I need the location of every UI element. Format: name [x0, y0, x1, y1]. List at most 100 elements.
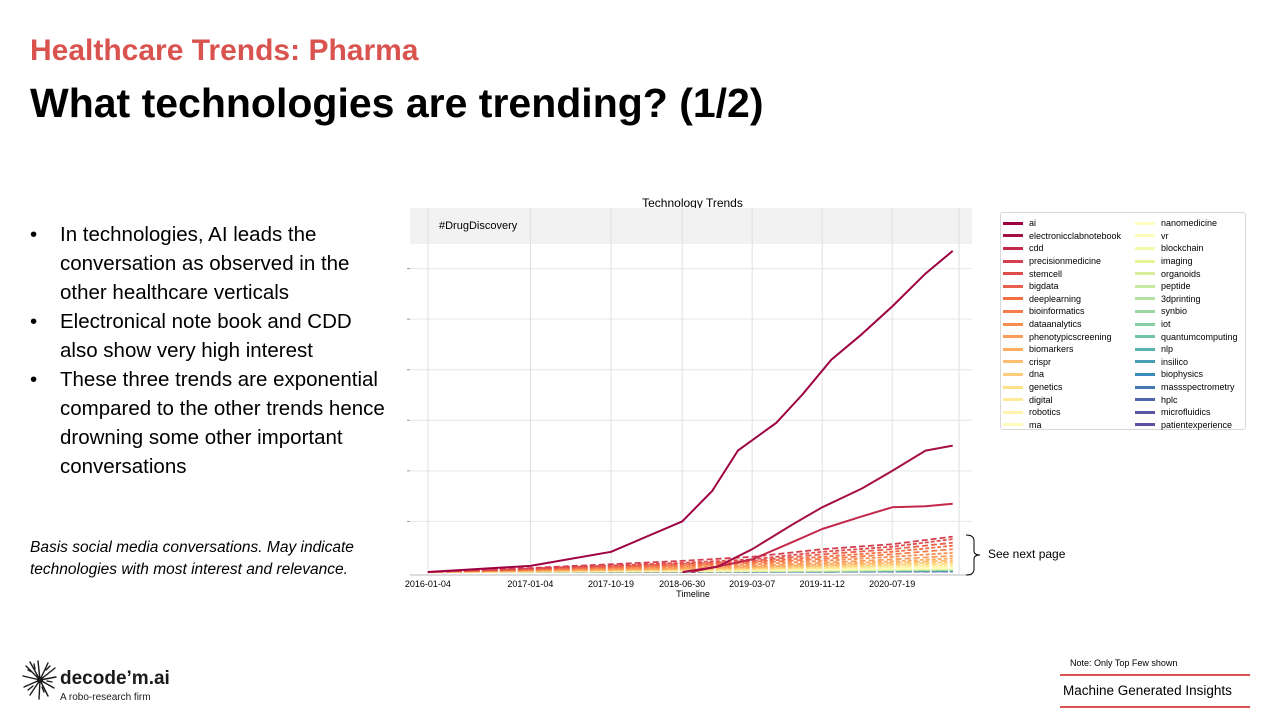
chart-legend: ai electronicclabnotebook cdd precisionmedi…: [1000, 212, 1246, 430]
legend-item-genetics: genetics: [1003, 381, 1121, 394]
legend-swatch: [1135, 221, 1155, 225]
machine-generated-badge: Machine Generated Insights: [1060, 674, 1250, 708]
legend-item-3dprinting: 3dprinting: [1135, 293, 1238, 306]
legend-label: peptide: [1161, 281, 1191, 292]
legend-item-patientexperience: patientexperience: [1135, 419, 1238, 432]
see-next-page-note: See next page: [988, 547, 1066, 561]
legend-label: patientexperience: [1161, 419, 1233, 430]
legend-item-vr: vr: [1135, 230, 1238, 243]
legend-label: phenotypicscreening: [1029, 331, 1112, 342]
legend-swatch: [1003, 335, 1023, 339]
legend-item-bigdata: bigdata: [1003, 280, 1121, 293]
legend-label: nlp: [1161, 344, 1174, 355]
legend-label: nanomedicine: [1161, 218, 1218, 229]
legend-item-biophysics: biophysics: [1135, 368, 1238, 381]
legend-swatch: [1135, 284, 1155, 288]
legend-swatch: [1003, 234, 1023, 238]
legend-swatch: [1135, 309, 1155, 313]
legend-item-cdd: cdd: [1003, 242, 1121, 255]
legend-swatch: [1135, 246, 1155, 250]
legend-label: blockchain: [1161, 243, 1204, 254]
annotation-band: [410, 208, 972, 244]
legend-label: quantumcomputing: [1161, 331, 1238, 342]
legend-item-microfluidics: microfluidics: [1135, 406, 1238, 419]
basis-note: Basis social media conversations. May in…: [30, 539, 354, 578]
series-line-electronicclabnotebook: [682, 444, 953, 573]
legend-swatch: [1135, 272, 1155, 276]
legend-swatch: [1003, 221, 1023, 225]
legend-label: crispr: [1029, 356, 1051, 367]
chart-annotation: #DrugDiscovery: [439, 220, 518, 232]
legend-label: hplc: [1161, 394, 1178, 405]
legend-item-deeplearning: deeplearning: [1003, 293, 1121, 306]
plot-area: [410, 208, 972, 575]
slide-subtitle: Healthcare Trends: Pharma: [30, 34, 419, 67]
legend-swatch: [1135, 335, 1155, 339]
legend-item-dna: dna: [1003, 368, 1121, 381]
logo-mark-icon: [22, 660, 57, 700]
legend-swatch: [1135, 322, 1155, 326]
series-line-ai: [427, 250, 954, 573]
legend-swatch: [1135, 297, 1155, 301]
legend-item-nlp: nlp: [1135, 343, 1238, 356]
legend-swatch: [1003, 385, 1023, 389]
legend-item-iot: iot: [1135, 318, 1238, 331]
brand-logo: decode’m.ai A robo-research firm: [22, 660, 222, 710]
legend-swatch: [1003, 398, 1023, 402]
legend-item-biomarkers: biomarkers: [1003, 343, 1121, 356]
legend-label: biophysics: [1161, 369, 1204, 380]
legend-label: stemcell: [1029, 268, 1063, 279]
legend-item-robotics: robotics: [1003, 406, 1121, 419]
legend-item-imaging: imaging: [1135, 255, 1238, 268]
legend-swatch: [1003, 309, 1023, 313]
legend-label: organoids: [1161, 268, 1201, 279]
legend-label: microfluidics: [1161, 407, 1211, 418]
legend-swatch: [1003, 360, 1023, 364]
legend-column: ai electronicclabnotebook cdd precisionmedi…: [1003, 217, 1121, 431]
legend-swatch: [1135, 360, 1155, 364]
x-tick-label: 2020-07-19: [869, 579, 915, 589]
legend-label: genetics: [1029, 382, 1063, 393]
legend-label: deeplearning: [1029, 293, 1082, 304]
series-line-precisionmedicine: [427, 535, 953, 573]
legend-column: nanomedicine vr blockchain imaging organoids…: [1135, 217, 1238, 431]
bullet-item: Electronical note book and CDD also show…: [30, 307, 390, 365]
legend-swatch: [1003, 297, 1023, 301]
legend-label: digital: [1029, 394, 1053, 405]
chart-container: 2016-01-04 2017-01-04 2017-10-19 2018-06-30…: [400, 190, 980, 605]
chart-title: Technology Trends: [642, 196, 743, 210]
legend-swatch: [1003, 423, 1023, 427]
legend-item-ai: ai: [1003, 217, 1121, 230]
legend-label: dna: [1029, 369, 1045, 380]
legend-item-electronicclabnotebook: electronicclabnotebook: [1003, 230, 1121, 243]
legend-swatch: [1135, 410, 1155, 414]
legend-item-hplc: hplc: [1135, 393, 1238, 406]
legend-swatch: [1003, 246, 1023, 250]
legend-swatch: [1003, 347, 1023, 351]
legend-swatch: [1135, 398, 1155, 402]
bullet-item: In technologies, AI leads the conversati…: [30, 220, 390, 307]
legend-item-precisionmedicine: precisionmedicine: [1003, 255, 1121, 268]
slide-title: What technologies are trending? (1/2): [30, 80, 764, 126]
legend-label: massspectrometry: [1161, 382, 1235, 393]
legend-swatch: [1003, 372, 1023, 376]
legend-label: precisionmedicine: [1029, 256, 1102, 267]
legend-label: iot: [1161, 319, 1171, 330]
x-tick-label: 2019-03-07: [729, 579, 775, 589]
legend-swatch: [1135, 372, 1155, 376]
legend-label: vr: [1161, 230, 1169, 241]
legend-swatch: [1135, 385, 1155, 389]
legend-item-massspectrometry: massspectrometry: [1135, 381, 1238, 394]
legend-label: ma: [1029, 419, 1042, 430]
legend-item-phenotypicscreening: phenotypicscreening: [1003, 330, 1121, 343]
legend-label: robotics: [1029, 407, 1061, 418]
legend-item-digital: digital: [1003, 393, 1121, 406]
footer-note: Note: Only Top Few shown: [1070, 658, 1178, 668]
legend-item-ma: ma: [1003, 419, 1121, 432]
legend-label: ai: [1029, 218, 1037, 229]
legend-swatch: [1135, 234, 1155, 238]
brand-name: decode’m.ai: [60, 668, 170, 689]
legend-item-blockchain: blockchain: [1135, 242, 1238, 255]
x-axis-label: Timeline: [676, 589, 710, 599]
legend-label: insilico: [1161, 356, 1189, 367]
